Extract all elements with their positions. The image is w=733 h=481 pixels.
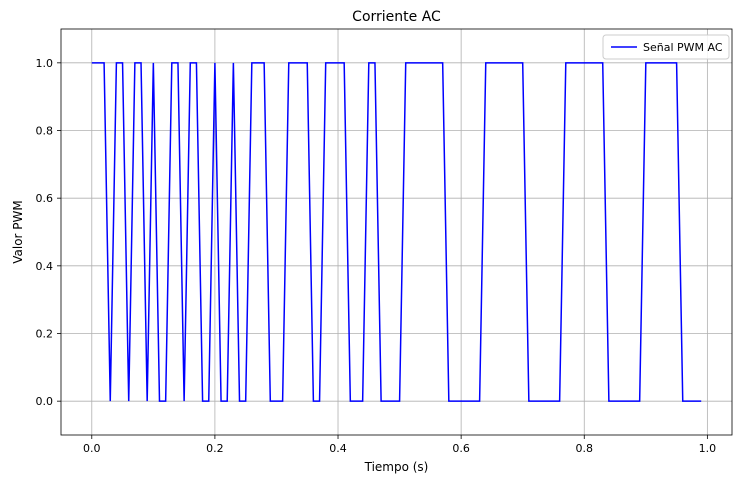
x-tick-label: 0.8 <box>576 442 594 455</box>
series-line <box>91 62 702 402</box>
chart-title: Corriente AC <box>352 9 441 25</box>
y-tick-label: 1.0 <box>36 57 54 70</box>
legend: Señal PWM AC <box>602 34 730 60</box>
series-layer <box>91 62 702 402</box>
legend-label: Señal PWM AC <box>643 41 723 54</box>
y-axis-title: Valor PWM <box>11 200 25 264</box>
y-tick-label: 0.2 <box>36 328 54 341</box>
x-tick-label: 0.2 <box>206 442 224 455</box>
y-tick-label: 0.4 <box>36 260 54 273</box>
x-tick-label: 0.4 <box>329 442 347 455</box>
legend-box <box>602 34 730 60</box>
y-tick-label: 0.6 <box>36 192 54 205</box>
ticks: 0.0 0.2 0.4 0.6 0.8 1.0 0.0 0.2 0.4 0.6 0.8 1.0 <box>36 57 717 455</box>
plot-frame <box>60 28 733 436</box>
x-tick-label: 0.0 <box>83 442 101 455</box>
y-tick-label: 0.0 <box>36 395 54 408</box>
x-tick-label: 0.6 <box>452 442 470 455</box>
y-tick-label: 0.8 <box>36 125 54 138</box>
x-tick-label: 1.0 <box>699 442 717 455</box>
x-axis-title: Tiempo (s) <box>364 460 429 474</box>
